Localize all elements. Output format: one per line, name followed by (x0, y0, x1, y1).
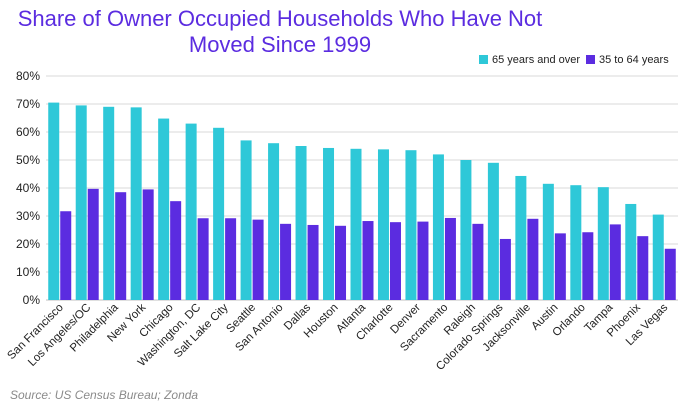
bar-35-to-64 (307, 224, 319, 300)
bar-35-to-64 (389, 222, 401, 300)
chart-title-line-1: Share of Owner Occupied Households Who H… (17, 6, 543, 31)
y-tick-label: 0% (23, 293, 41, 307)
bar-65-and-over (75, 105, 87, 301)
bar-35-to-64 (252, 219, 264, 300)
bar-35-to-64 (554, 233, 566, 300)
bar-65-and-over (405, 150, 417, 300)
bar-65-and-over (158, 118, 170, 300)
bar-35-to-64 (444, 217, 456, 300)
bar-35-to-64 (609, 224, 621, 300)
y-tick-label: 80% (16, 69, 40, 83)
bar-65-and-over (268, 143, 280, 300)
bar-35-to-64 (362, 221, 374, 300)
bar-35-to-64 (582, 232, 594, 300)
y-tick-label: 60% (16, 125, 40, 139)
chart-title: Share of Owner Occupied Households Who H… (0, 6, 560, 58)
bar-35-to-64 (170, 201, 182, 300)
bar-35-to-64 (499, 238, 511, 300)
legend-swatch-35-to-64 (586, 55, 595, 64)
bar-35-to-64 (280, 223, 292, 300)
bar-65-and-over (570, 185, 582, 300)
bar-35-to-64 (637, 236, 649, 300)
bar-35-to-64 (472, 223, 484, 300)
bar-65-and-over (487, 162, 499, 300)
bar-65-and-over (515, 175, 527, 300)
bar-65-and-over (213, 127, 225, 300)
bar-65-and-over (130, 107, 142, 300)
bar-65-and-over (377, 149, 389, 300)
bar-65-and-over (350, 148, 362, 300)
bar-65-and-over (323, 147, 335, 300)
bar-65-and-over (240, 140, 252, 300)
source-note: Source: US Census Bureau; Zonda (10, 388, 199, 402)
bar-35-to-64 (142, 189, 154, 300)
bar-35-to-64 (664, 248, 676, 300)
bar-65-and-over (185, 123, 197, 300)
bar-65-and-over (432, 154, 444, 300)
y-tick-label: 40% (16, 181, 40, 195)
bar-35-to-64 (225, 218, 237, 300)
y-tick-label: 30% (16, 209, 40, 223)
bar-65-and-over (48, 102, 60, 300)
bar-65-and-over (652, 214, 664, 300)
legend-label-65-and-over: 65 years and over (492, 54, 580, 66)
bar-65-and-over (295, 146, 307, 300)
chart-title-line-2: Moved Since 1999 (188, 32, 372, 57)
legend-swatch-65-and-over (479, 55, 488, 64)
bar-35-to-64 (115, 192, 127, 300)
bar-65-and-over (625, 203, 637, 300)
legend-label-35-to-64: 35 to 64 years (599, 54, 669, 66)
y-tick-label: 20% (16, 237, 40, 251)
bar-35-to-64 (60, 211, 72, 300)
y-tick-label: 70% (16, 97, 40, 111)
bar-35-to-64 (527, 218, 539, 300)
bar-65-and-over (460, 160, 472, 300)
bar-65-and-over (597, 187, 609, 300)
bar-35-to-64 (87, 188, 99, 300)
bar-65-and-over (103, 106, 115, 300)
bar-35-to-64 (197, 218, 209, 300)
bar-35-to-64 (417, 221, 429, 300)
bar-65-and-over (542, 183, 554, 300)
y-tick-label: 10% (16, 265, 40, 279)
bar-35-to-64 (335, 225, 347, 300)
y-tick-label: 50% (16, 153, 40, 167)
